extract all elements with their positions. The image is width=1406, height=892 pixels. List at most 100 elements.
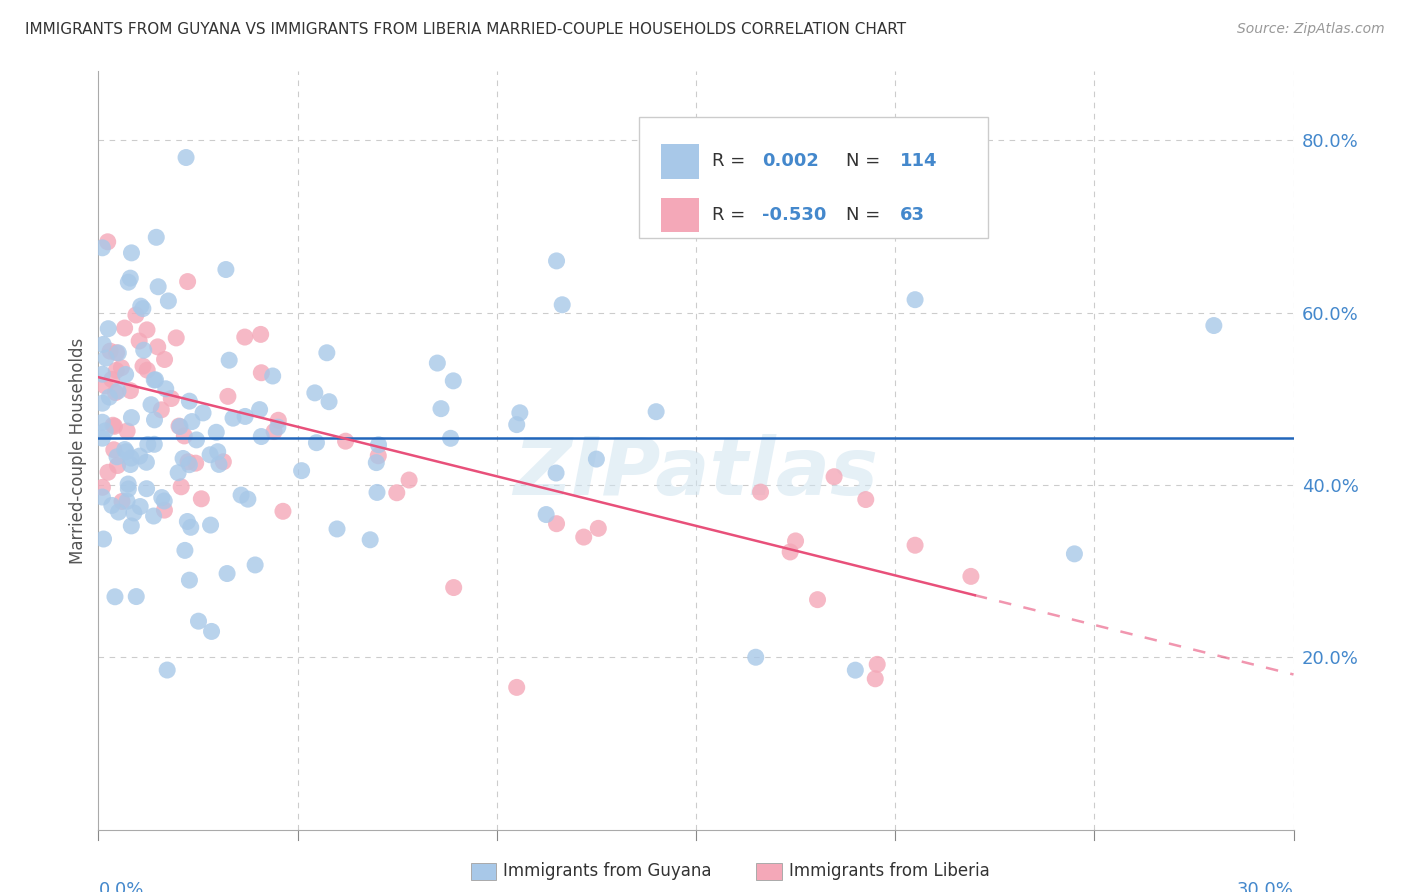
Point [129,500,152,514]
Point [145,230,167,244]
Point [1063,547,1085,561]
Point [115,494,138,508]
Point [111,494,134,508]
Point [117,275,139,289]
Point [114,321,136,335]
Point [326,522,349,536]
Point [91,480,114,494]
Point [588,521,610,535]
Point [94,424,117,438]
Point [120,384,142,398]
Point [148,279,170,293]
Point [169,419,191,434]
Point [271,504,294,518]
Point [960,569,983,583]
Point [546,516,568,531]
Text: 0.002: 0.002 [762,153,818,170]
Point [160,392,183,406]
Text: R =: R = [711,153,751,170]
Text: 63: 63 [900,206,925,224]
Point [506,417,529,432]
Point [167,419,190,434]
Point [121,245,143,260]
Point [97,321,120,335]
Point [177,455,200,469]
Point [443,581,465,595]
Point [745,650,768,665]
Point [366,485,388,500]
Text: 30.0%: 30.0% [1237,881,1294,892]
Point [904,538,927,552]
Point [153,503,176,517]
Point [785,533,807,548]
Point [865,672,887,686]
Point [179,394,201,409]
Point [153,352,176,367]
Point [170,480,193,494]
Point [91,368,114,382]
Point [186,433,208,447]
Point [218,353,240,368]
Text: 0.0%: 0.0% [98,881,143,892]
Point [136,323,159,337]
Point [143,373,166,387]
Point [222,411,245,425]
Point [98,390,121,404]
Point [132,359,155,373]
Point [267,413,290,427]
Point [150,491,173,505]
Point [217,566,239,581]
Point [198,448,221,462]
Point [212,455,235,469]
Point [128,449,150,463]
Point [125,308,148,322]
Point [128,334,150,348]
Point [844,663,866,677]
Point [94,379,117,393]
Point [107,346,129,360]
Point [439,431,461,445]
Point [167,466,190,480]
Point [534,508,557,522]
Point [101,418,124,433]
Y-axis label: Married-couple Households: Married-couple Households [69,337,87,564]
Point [91,396,114,410]
Text: Immigrants from Liberia: Immigrants from Liberia [789,863,990,880]
Point [305,435,328,450]
Point [153,494,176,508]
Point [426,356,449,370]
Point [806,592,828,607]
Point [315,345,337,359]
Point [184,456,207,470]
Point [187,614,209,628]
Point [135,482,157,496]
Point [200,624,222,639]
Point [97,465,120,479]
Point [91,241,114,255]
Point [107,458,129,473]
Point [855,492,877,507]
Point [136,363,159,377]
Point [866,657,889,672]
Point [91,337,114,351]
Point [572,530,595,544]
Point [441,374,464,388]
Point [215,262,238,277]
Point [110,360,132,375]
Point [122,506,145,520]
Point [155,382,177,396]
Point [145,373,167,387]
Point [114,368,136,382]
Point [1202,318,1225,333]
Point [208,458,231,472]
Point [191,406,214,420]
Point [98,344,121,359]
Point [139,398,162,412]
Point [367,438,389,452]
Point [104,385,127,400]
Point [104,590,127,604]
Point [150,402,173,417]
Point [120,458,142,472]
Point [904,293,927,307]
Point [165,331,187,345]
